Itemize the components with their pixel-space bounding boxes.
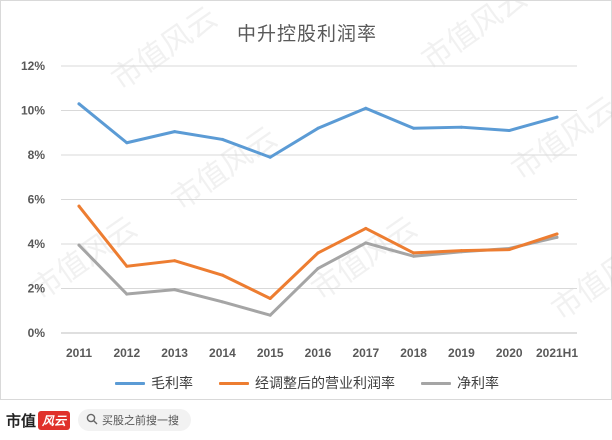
data-point xyxy=(220,300,224,304)
data-point xyxy=(364,241,368,245)
legend-label: 毛利率 xyxy=(151,376,193,392)
data-point xyxy=(412,251,416,255)
x-tick-label: 2021H1 xyxy=(536,346,578,360)
data-point xyxy=(316,251,320,255)
x-tick-label: 2017 xyxy=(352,346,379,360)
chart-title: 中升控股利润率 xyxy=(236,23,377,45)
data-point xyxy=(268,297,272,301)
y-tick-label: 8% xyxy=(28,148,46,162)
legend-item: 毛利率 xyxy=(115,373,193,393)
y-tick-label: 10% xyxy=(21,104,45,118)
data-point xyxy=(316,266,320,270)
data-point xyxy=(220,273,224,277)
watermark-text: 市值风云 xyxy=(106,1,224,98)
legend-swatch xyxy=(219,381,249,385)
series-line xyxy=(77,102,559,159)
data-point xyxy=(412,126,416,130)
x-tick-label: 2015 xyxy=(257,346,284,360)
y-tick-label: 2% xyxy=(28,282,46,296)
data-point xyxy=(173,259,177,263)
data-point xyxy=(173,130,177,134)
x-tick-label: 2011 xyxy=(66,346,92,360)
search-box[interactable]: 买股之前搜一搜 xyxy=(78,409,192,431)
y-tick-label: 4% xyxy=(28,237,46,251)
data-point xyxy=(507,129,511,133)
legend-label: 净利率 xyxy=(457,376,499,392)
data-point xyxy=(316,126,320,130)
data-point xyxy=(459,125,463,129)
brand-badge: 风云 xyxy=(38,410,71,430)
data-point xyxy=(268,313,272,317)
x-tick-label: 2018 xyxy=(400,346,427,360)
legend: 毛利率 经调整后的营业利润率 净利率 xyxy=(1,373,612,393)
data-point xyxy=(125,292,129,296)
data-point xyxy=(459,249,463,253)
chart-card: 中升控股利润率 市值风云 市值风云 市值风云 市值风云 市值风云 市值风云 市值风云 0% 2%… xyxy=(0,0,612,400)
data-point xyxy=(555,115,559,119)
data-point xyxy=(125,141,129,145)
y-tick-label: 0% xyxy=(28,326,46,340)
x-tick-label: 2016 xyxy=(305,346,332,360)
data-point xyxy=(268,155,272,159)
data-point xyxy=(364,226,368,230)
watermark-text: 市值风云 xyxy=(506,90,612,187)
x-tick-label: 2013 xyxy=(161,346,188,360)
x-tick-label: 2012 xyxy=(113,346,140,360)
data-point xyxy=(77,204,81,208)
search-icon xyxy=(86,413,98,428)
legend-item: 净利率 xyxy=(421,373,499,393)
legend-swatch xyxy=(115,381,145,385)
legend-label: 经调整后的营业利润率 xyxy=(255,376,395,392)
data-point xyxy=(125,264,129,268)
legend-item: 经调整后的营业利润率 xyxy=(219,373,395,393)
x-tick-label: 2019 xyxy=(448,346,475,360)
watermark-text: 市值风云 xyxy=(166,120,284,217)
search-placeholder: 买股之前搜一搜 xyxy=(102,414,180,427)
brand-text: 市值 xyxy=(6,411,37,430)
watermark-text: 市值风云 xyxy=(546,230,612,327)
data-point xyxy=(555,235,559,239)
data-point xyxy=(412,254,416,258)
y-tick-label: 12% xyxy=(21,59,45,73)
data-point xyxy=(555,232,559,236)
x-tick-label: 2020 xyxy=(496,346,523,360)
data-point xyxy=(77,102,81,106)
watermark-text: 市值风云 xyxy=(306,210,424,307)
y-tick-label: 6% xyxy=(28,193,46,207)
data-point xyxy=(77,243,81,247)
brand-logo[interactable]: 市值 风云 xyxy=(6,410,71,431)
data-point xyxy=(220,137,224,141)
data-point xyxy=(364,106,368,110)
x-tick-label: 2014 xyxy=(209,346,236,360)
data-point xyxy=(173,288,177,292)
data-point xyxy=(507,248,511,252)
footer-bar: 市值 风云 买股之前搜一搜 xyxy=(0,400,612,440)
legend-swatch xyxy=(421,381,451,385)
